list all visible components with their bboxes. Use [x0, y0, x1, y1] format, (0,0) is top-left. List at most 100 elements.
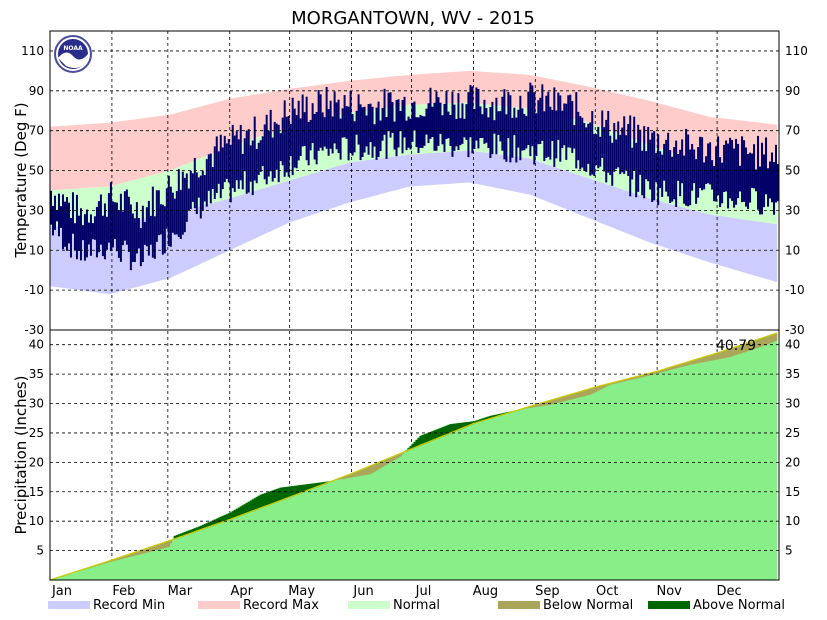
above-normal-segment [303, 484, 306, 492]
below-normal-segment [741, 344, 744, 354]
daily-temperature-bar [283, 100, 286, 177]
above-normal-segment [291, 486, 294, 497]
daily-temperature-bar [735, 138, 738, 205]
daily-temperature-bar [679, 149, 682, 197]
month-label: May [288, 584, 315, 599]
below-normal-segment [699, 358, 702, 363]
daily-temperature-bar [621, 127, 624, 173]
above-normal-segment [419, 435, 422, 446]
daily-temperature-bar [341, 108, 344, 138]
daily-temperature-bar [395, 100, 398, 157]
below-normal-segment [583, 390, 586, 397]
daily-temperature-bar [611, 142, 614, 186]
daily-temperature-bar [347, 106, 350, 161]
daily-temperature-bar [421, 116, 424, 149]
daily-temperature-bar [713, 166, 716, 202]
daily-temperature-bar [753, 144, 756, 189]
month-label: Jun [352, 584, 373, 599]
daily-temperature-bar [637, 124, 640, 192]
temperature-tick-label: 70 [785, 124, 800, 138]
month-label: Oct [596, 584, 618, 599]
above-normal-segment [199, 525, 203, 530]
above-normal-segment [223, 515, 227, 522]
daily-temperature-bar [105, 216, 108, 250]
daily-temperature-bar [639, 129, 642, 175]
daily-temperature-bar [83, 214, 86, 261]
below-normal-segment [579, 391, 582, 398]
below-normal-segment [707, 355, 710, 362]
daily-temperature-bar [219, 134, 222, 199]
daily-temperature-bar [50, 190, 52, 225]
daily-temperature-bar [91, 223, 94, 240]
below-normal-segment [117, 557, 121, 560]
below-normal-segment [653, 372, 656, 375]
precip-tick-label: 30 [29, 397, 44, 411]
legend-label: Record Min [93, 598, 165, 613]
daily-temperature-bar [321, 112, 324, 151]
daily-temperature-bar [93, 216, 96, 240]
daily-temperature-bar [75, 194, 78, 260]
below-normal-segment [713, 354, 716, 361]
daily-temperature-bar [247, 129, 250, 193]
observed-precip-area [50, 340, 778, 580]
daily-temperature-bar [239, 124, 242, 181]
daily-temperature-bar [205, 159, 208, 207]
below-normal-segment [751, 341, 754, 350]
below-normal-segment [525, 407, 528, 409]
daily-temperature-bar [271, 137, 274, 182]
daily-temperature-bar [749, 152, 752, 203]
below-normal-segment [607, 383, 610, 386]
legend-item: Above Normal [648, 598, 785, 613]
daily-temperature-bar [171, 192, 174, 233]
below-normal-segment [377, 462, 380, 470]
daily-temperature-bar [523, 113, 526, 151]
below-normal-segment [731, 348, 734, 357]
legend-label: Above Normal [693, 598, 785, 613]
daily-temperature-bar [417, 117, 420, 153]
below-normal-segment [529, 406, 532, 408]
below-normal-segment [587, 389, 590, 396]
temperature-tick-label: -10 [24, 283, 44, 297]
below-normal-segment [123, 555, 127, 559]
below-normal-segment [149, 547, 153, 552]
above-normal-segment [241, 505, 245, 515]
temperature-tick-label: 110 [21, 44, 44, 58]
below-normal-segment [383, 460, 386, 466]
below-normal-segment [389, 457, 392, 463]
daily-temperature-bar [739, 165, 742, 192]
month-label: Apr [231, 584, 254, 599]
daily-temperature-bar [615, 139, 618, 169]
daily-temperature-bar [65, 197, 68, 251]
below-normal-segment [111, 560, 115, 562]
daily-temperature-bar [525, 116, 528, 149]
below-normal-segment [703, 357, 706, 363]
below-normal-segment [693, 360, 696, 364]
above-normal-segment [495, 414, 498, 417]
daily-temperature-bar [455, 119, 458, 147]
below-normal-segment [767, 336, 770, 344]
above-normal-segment [413, 442, 416, 449]
daily-temperature-bar [671, 156, 674, 202]
daily-temperature-bar [531, 85, 534, 147]
daily-temperature-bar [667, 132, 670, 197]
legend-item: Record Max [198, 598, 319, 613]
above-normal-segment [421, 435, 424, 445]
below-normal-segment [543, 402, 546, 406]
below-normal-segment [765, 336, 768, 345]
below-normal-segment [137, 551, 141, 555]
daily-temperature-bar [137, 217, 140, 249]
daily-temperature-bar [451, 91, 454, 157]
daily-temperature-bar [765, 137, 768, 195]
daily-temperature-bar [331, 116, 334, 154]
daily-temperature-bar [267, 130, 270, 177]
temperature-tick-label: 50 [785, 164, 800, 178]
daily-temperature-bar [257, 142, 260, 175]
daily-temperature-bar [529, 82, 532, 157]
daily-temperature-bar [567, 95, 570, 148]
daily-temperature-bar [589, 122, 592, 176]
daily-temperature-bar [139, 228, 142, 267]
above-normal-segment [191, 528, 195, 533]
above-normal-segment [173, 535, 177, 540]
below-normal-segment [147, 547, 151, 553]
